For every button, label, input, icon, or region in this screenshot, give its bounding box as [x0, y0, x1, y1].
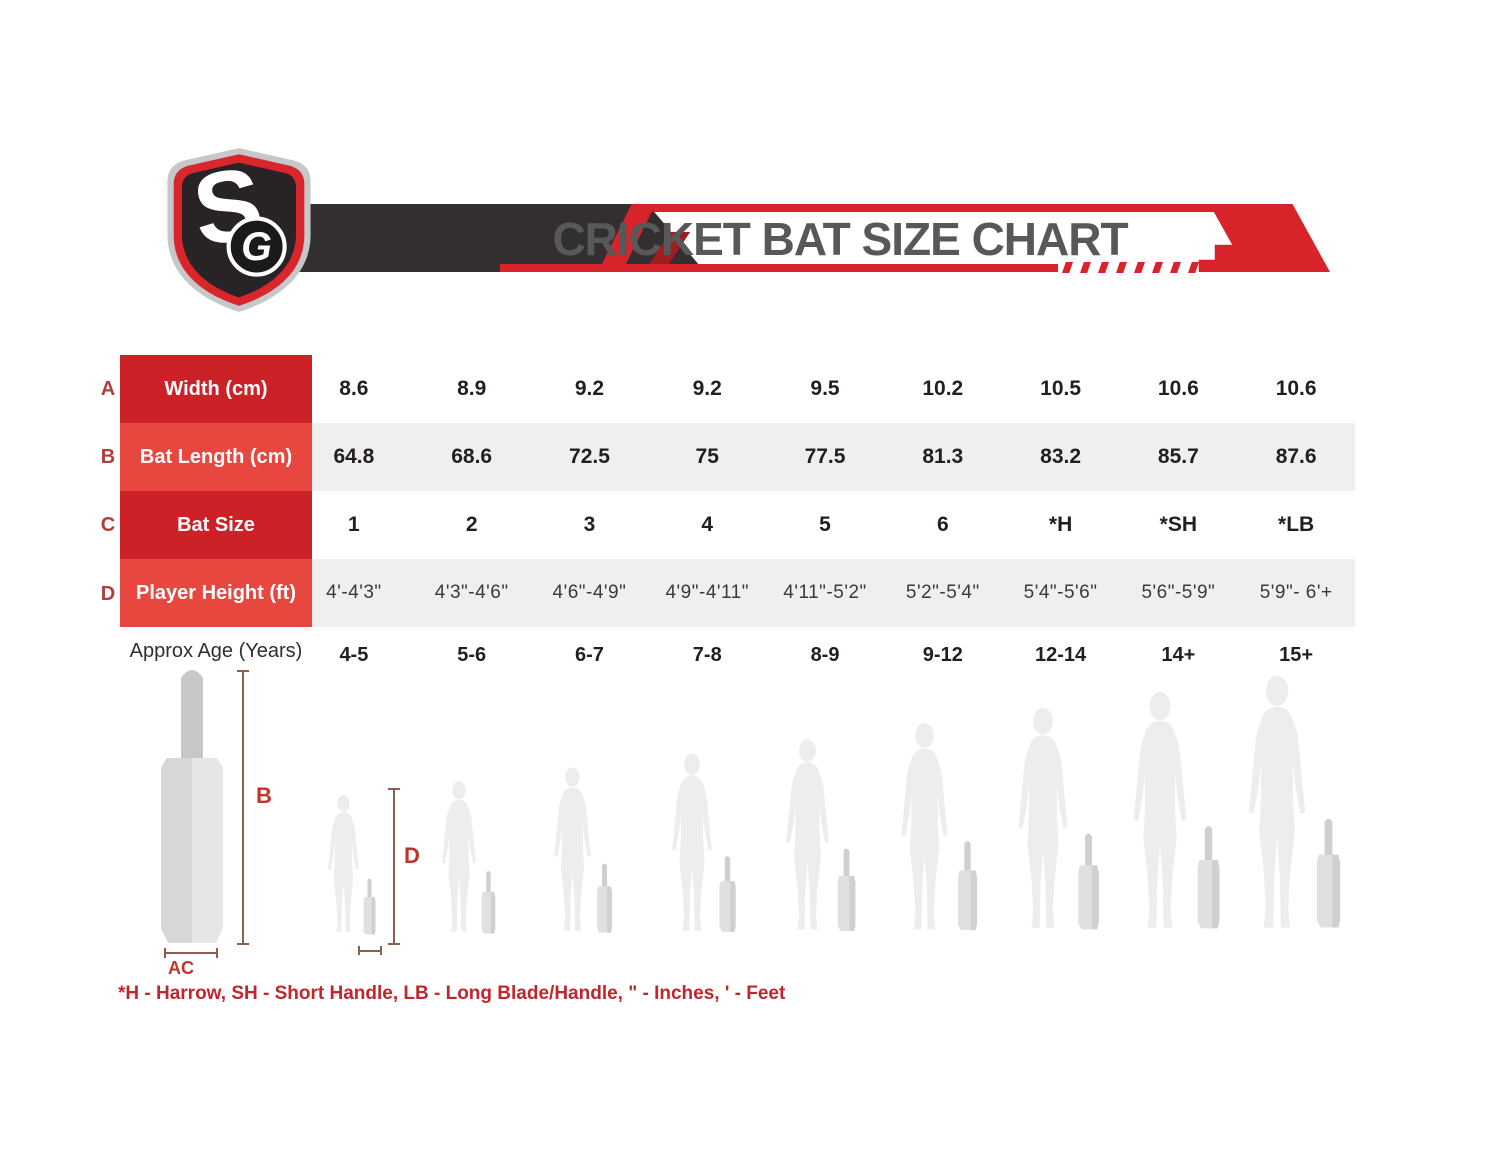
row-stripe — [312, 559, 1355, 627]
bat-silhouette — [1316, 818, 1341, 928]
size-value: 4 — [701, 513, 714, 536]
ac-measure-line — [164, 952, 218, 954]
age-value: 12-14 — [1035, 643, 1087, 666]
row-letter-d: D — [100, 583, 116, 605]
row-header-bat-length: Bat Length (cm) — [120, 423, 312, 491]
length-value: 68.6 — [451, 445, 493, 468]
width-value: 10.6 — [1157, 377, 1199, 400]
height-value: 4'3"-4'6" — [434, 582, 509, 603]
row-stripe — [312, 423, 1355, 491]
person-silhouette — [1018, 708, 1068, 928]
length-value: 87.6 — [1275, 445, 1317, 468]
height-value: 4'11"-5'2" — [783, 582, 867, 603]
person-silhouette — [1133, 691, 1187, 928]
size-value: *H — [1048, 513, 1073, 536]
height-value: 5'9"- 6'+ — [1259, 582, 1333, 603]
row-header-player-height: Player Height (ft) — [120, 559, 312, 627]
length-value: 72.5 — [569, 445, 610, 468]
row-values-width: 8.6 8.9 9.2 9.2 9.5 10.2 10.5 10.6 10.6 — [295, 355, 1355, 423]
row-header-width: Width (cm) — [120, 355, 312, 423]
dimension-label-d: D — [404, 843, 420, 868]
bat-silhouette — [719, 856, 736, 932]
age-value: 4-5 — [339, 643, 369, 666]
age-value: 15+ — [1279, 643, 1314, 666]
bat-silhouette — [837, 848, 856, 931]
size-value: 1 — [348, 513, 360, 536]
age-value: 8-9 — [810, 643, 840, 666]
width-value: 10.6 — [1275, 377, 1317, 400]
bat-silhouette — [1078, 833, 1099, 930]
width-value: 10.5 — [1040, 377, 1082, 400]
size-value: 3 — [583, 513, 596, 536]
length-value: 83.2 — [1040, 445, 1082, 468]
age-value: 14+ — [1161, 643, 1196, 666]
d-measure-line — [393, 788, 395, 945]
banner-dashes — [1062, 262, 1202, 273]
size-value: 5 — [819, 513, 831, 536]
bat-silhouette — [597, 863, 612, 933]
dimension-label-b: B — [256, 783, 272, 808]
row-letter-a: A — [100, 378, 116, 400]
height-value: 4'6"-4'9" — [552, 582, 627, 603]
row-values-player-height: 4'-4'3" 4'3"-4'6" 4'6"-4'9" 4'9"-4'11" 4… — [295, 559, 1355, 627]
row-letter-b: B — [100, 446, 116, 468]
sg-logo-icon: S G — [167, 146, 311, 312]
row-values-bat-size: 1 2 3 4 5 6 *H *SH *LB — [295, 491, 1355, 559]
d-measure-cap-bottom — [388, 943, 400, 945]
svg-text:G: G — [241, 225, 272, 269]
height-value: 5'6"-5'9" — [1141, 582, 1216, 603]
page-title: CRICKET BAT SIZE CHART — [552, 213, 1128, 265]
age-value: 6-7 — [575, 643, 604, 666]
row-letter-c: C — [100, 514, 116, 536]
banner-top-line — [645, 204, 1245, 212]
width-value: 8.9 — [457, 377, 487, 400]
row-values-age: 4-5 5-6 6-7 7-8 8-9 9-12 12-14 14+ 15+ — [295, 635, 1355, 675]
age-value: 5-6 — [457, 643, 487, 666]
width-value: 10.2 — [922, 377, 964, 400]
width-value: 9.5 — [810, 377, 840, 400]
age-value: 7-8 — [692, 643, 722, 666]
height-value: 5'4"-5'6" — [1023, 582, 1098, 603]
person-silhouette — [786, 739, 829, 930]
row-header-bat-size: Bat Size — [120, 491, 312, 559]
ac-measure-tick-right — [216, 948, 218, 958]
height-value: 5'2"-5'4" — [905, 582, 980, 603]
footnote: *H - Harrow, SH - Short Handle, LB - Lon… — [118, 983, 786, 1004]
width-value: 8.6 — [339, 377, 369, 400]
banner-bottom-line — [500, 264, 1058, 272]
size-value: 2 — [465, 513, 478, 536]
size-value: *SH — [1159, 513, 1198, 536]
length-value: 77.5 — [804, 445, 846, 468]
b-measure-cap-bottom — [237, 943, 249, 945]
dimension-label-ac: AC — [168, 958, 194, 978]
length-value: 85.7 — [1157, 445, 1199, 468]
width-value: 9.2 — [692, 377, 722, 400]
row-values-bat-length: 64.8 68.6 72.5 75 77.5 81.3 83.2 85.7 87… — [295, 423, 1355, 491]
age-value: 9-12 — [922, 643, 963, 666]
bat-silhouette — [481, 871, 496, 934]
bat-silhouette — [1197, 826, 1220, 929]
length-value: 64.8 — [333, 445, 375, 468]
bat-silhouette — [363, 878, 376, 935]
height-value: 4'-4'3" — [326, 582, 382, 603]
age-row-label: Approx Age (Years) — [129, 640, 303, 662]
size-value: 6 — [936, 513, 949, 536]
banner-red-block — [1198, 204, 1330, 272]
bat-width-tick-right — [380, 946, 382, 955]
length-value: 81.3 — [922, 445, 964, 468]
height-value: 4'9"-4'11" — [665, 582, 749, 603]
person-silhouette — [901, 723, 948, 930]
reference-bat-illustration — [161, 670, 223, 943]
size-value: *LB — [1278, 513, 1315, 536]
person-silhouette — [1248, 675, 1306, 928]
width-value: 9.2 — [574, 377, 605, 400]
bat-width-measure-line — [358, 950, 382, 952]
length-value: 75 — [695, 445, 719, 468]
b-measure-line — [242, 670, 244, 945]
bat-silhouette — [957, 841, 978, 931]
